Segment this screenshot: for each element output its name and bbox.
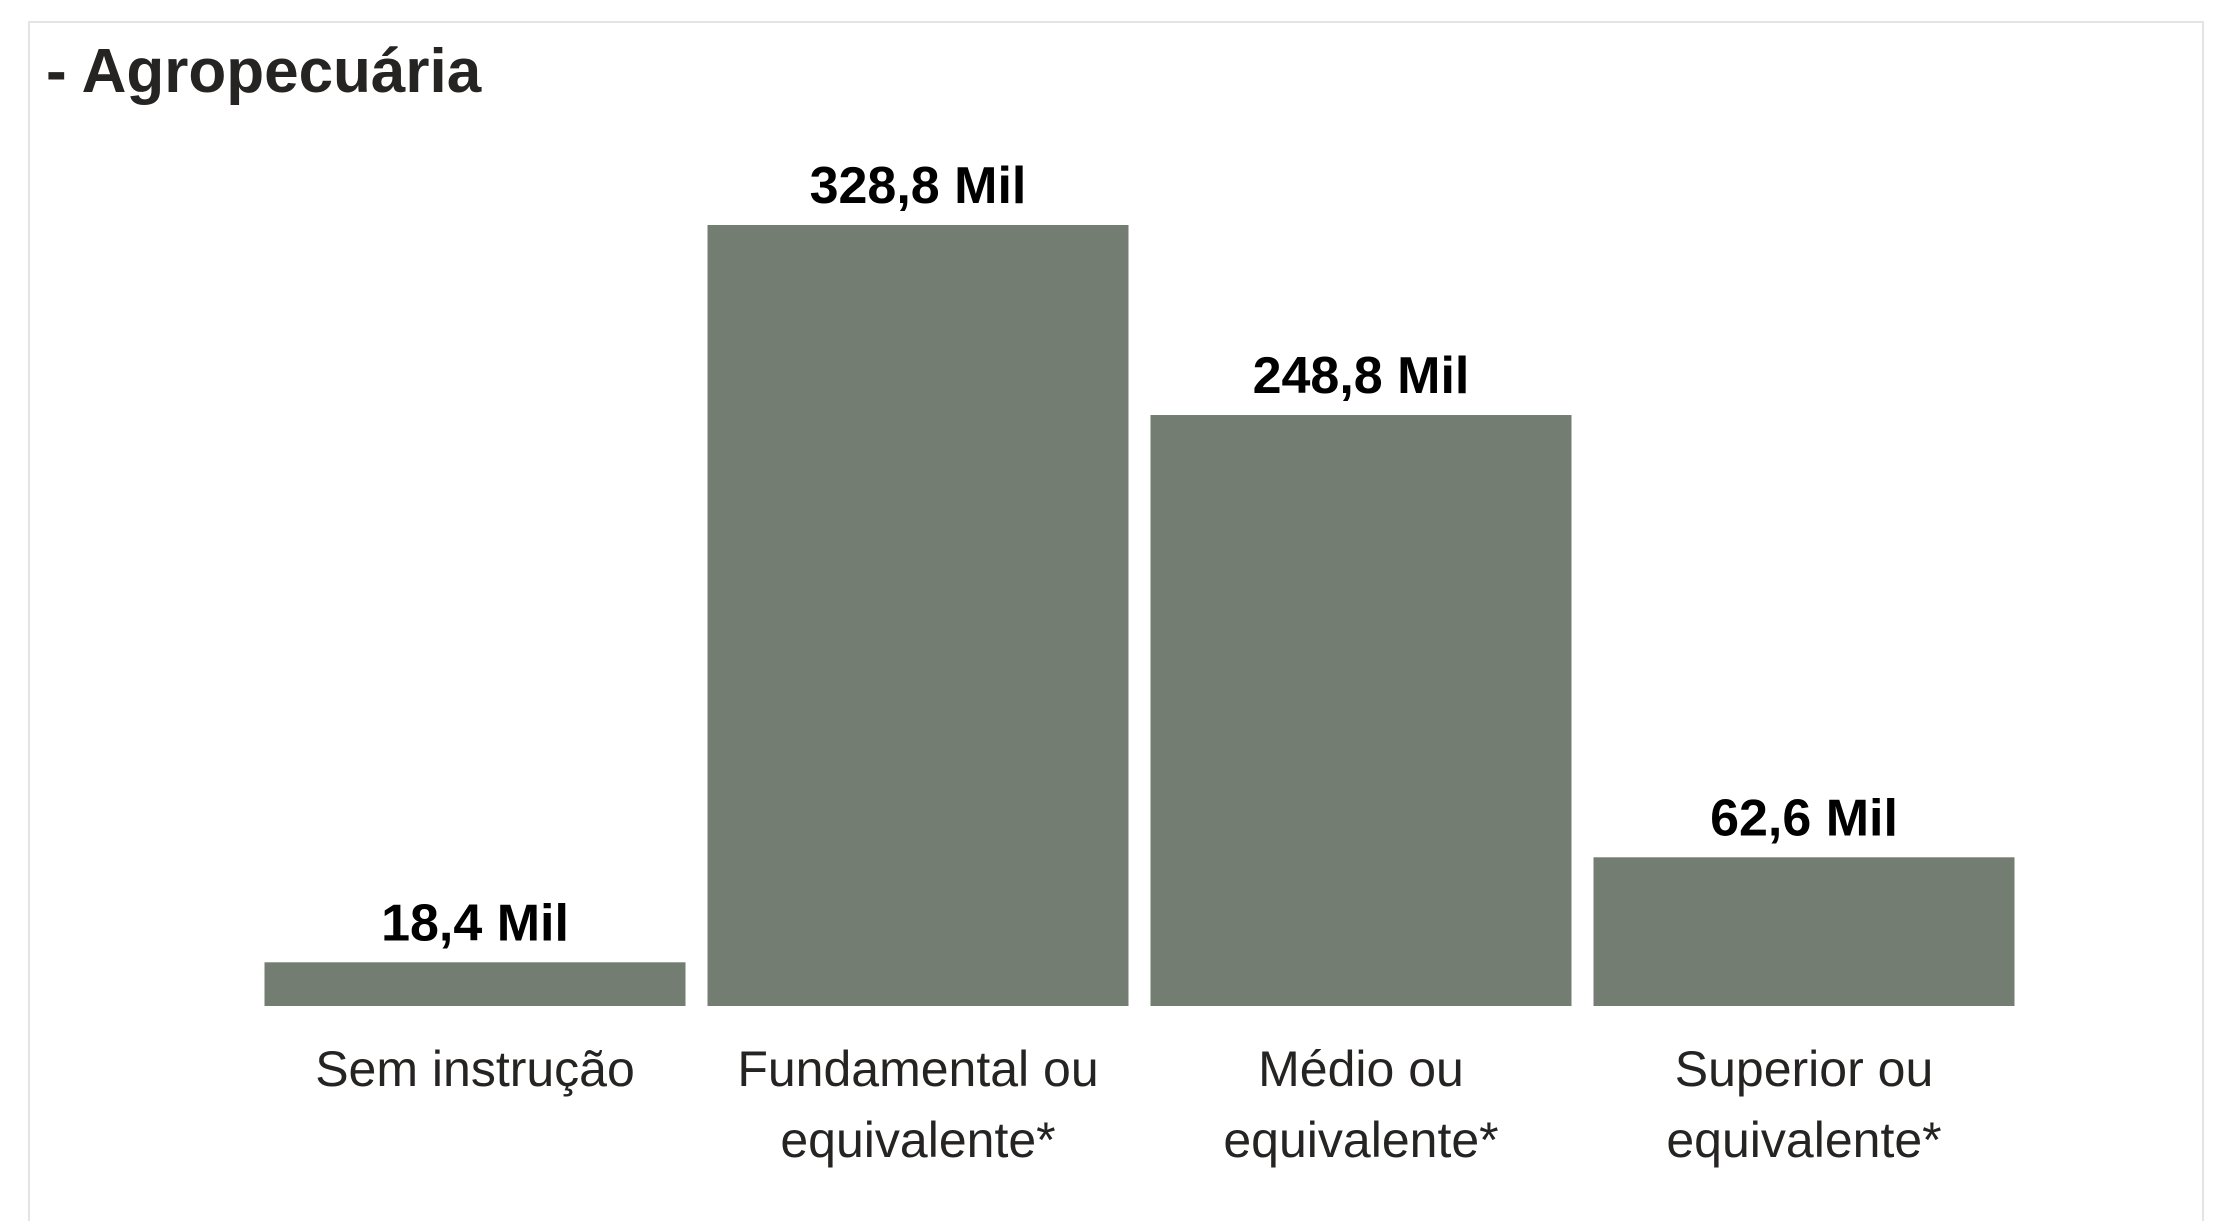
x-tick-label: Fundamental ou equivalente*: [737, 1041, 1099, 1168]
chart-title: - Agropecuária: [46, 37, 482, 106]
value-label: 328,8 Mil: [810, 157, 1027, 215]
x-tick-label: Superior ou equivalente*: [1666, 1041, 1942, 1168]
bar: [1150, 415, 1572, 1007]
x-tick-label: Sem instrução: [315, 1041, 635, 1097]
bar: [1593, 857, 2015, 1006]
value-label: 62,6 Mil: [1710, 789, 1898, 847]
page: - Agropecuária 18,4 Mil 328,8 Mil 248,8 Mi…: [28, 21, 2204, 1221]
value-label: 248,8 Mil: [1253, 347, 1470, 405]
chart: 18,4 Mil 328,8 Mil 248,8 Mil 62,6 Mil: [264, 157, 2015, 1007]
bar: [707, 225, 1129, 1006]
value-label: 18,4 Mil: [381, 894, 569, 952]
card: [28, 21, 2204, 1221]
bar: [264, 962, 686, 1006]
x-tick-label: Médio ou equivalente*: [1223, 1041, 1499, 1168]
